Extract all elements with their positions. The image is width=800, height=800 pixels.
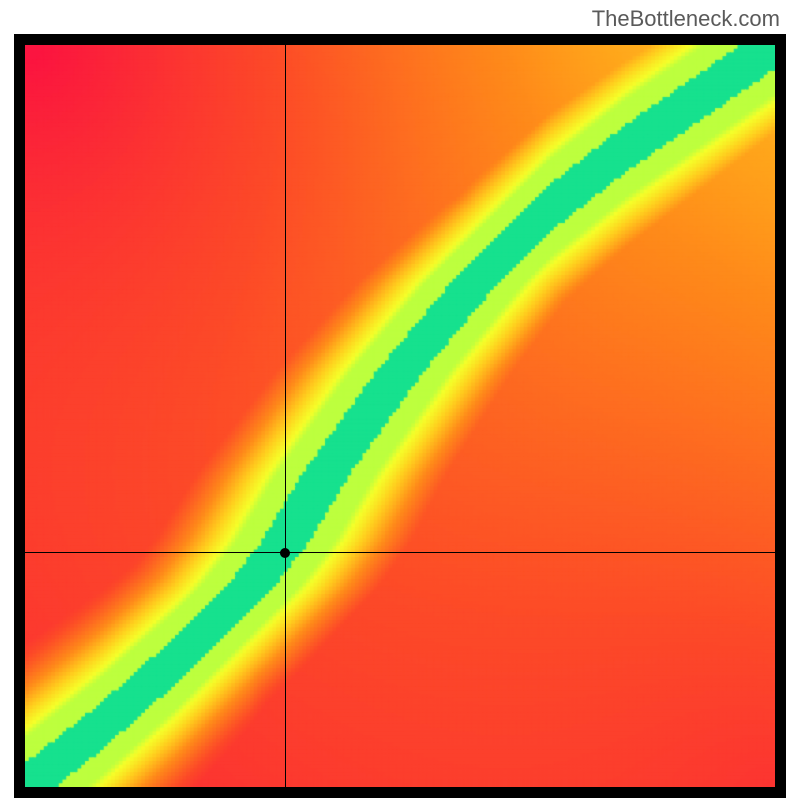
bottleneck-heatmap xyxy=(25,45,775,787)
crosshair-marker xyxy=(280,548,290,558)
chart-outer-frame xyxy=(14,34,786,798)
crosshair-horizontal xyxy=(25,552,775,553)
watermark-text: TheBottleneck.com xyxy=(592,6,780,32)
crosshair-vertical xyxy=(285,45,286,787)
chart-container: TheBottleneck.com xyxy=(0,0,800,800)
